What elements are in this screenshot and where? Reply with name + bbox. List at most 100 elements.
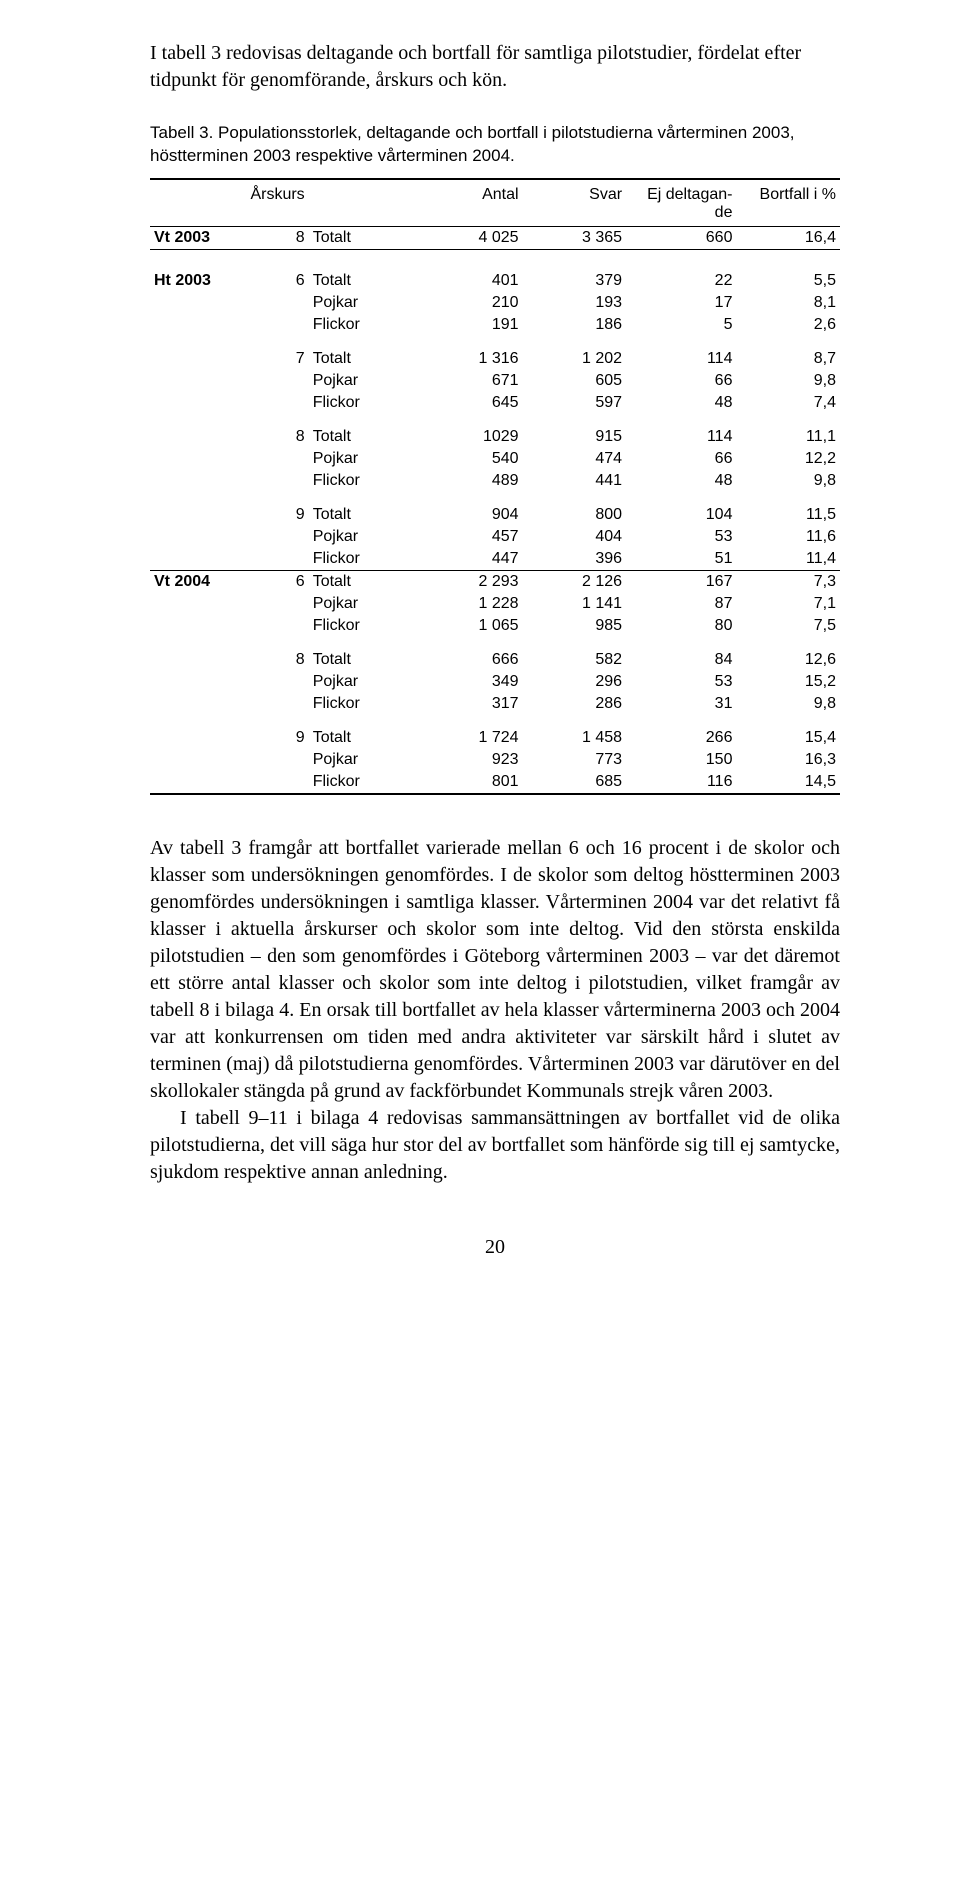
table-cell: 1 458 [523, 715, 627, 749]
table-cell [150, 292, 240, 314]
table-cell: 401 [419, 249, 523, 292]
table-head: Årskurs Antal Svar Ej deltagan- de Bortf… [150, 179, 840, 227]
table-cell: 773 [523, 749, 627, 771]
table-cell [240, 448, 309, 470]
table-cell: 474 [523, 448, 627, 470]
table-cell: Pojkar [309, 370, 419, 392]
table-cell: 396 [523, 548, 627, 571]
table-row: Pojkar210193178,1 [150, 292, 840, 314]
body-paragraph-1: Av tabell 3 framgår att bortfallet varie… [150, 835, 840, 1105]
th-blank2 [309, 179, 419, 227]
table-cell: 87 [626, 593, 736, 615]
table-cell [150, 715, 240, 749]
document-page: I tabell 3 redovisas deltagande och bort… [0, 0, 960, 1299]
table-cell: 540 [419, 448, 523, 470]
table-cell: 296 [523, 671, 627, 693]
table-cell: 1 141 [523, 593, 627, 615]
table-cell: 7,5 [736, 615, 840, 637]
table-cell: 915 [523, 414, 627, 448]
table-cell: 666 [419, 637, 523, 671]
table-cell: 9,8 [736, 370, 840, 392]
table-cell: 116 [626, 771, 736, 794]
table-cell: Vt 2003 [150, 226, 240, 249]
table-cell: 150 [626, 749, 736, 771]
table-cell [240, 693, 309, 715]
table-cell: 457 [419, 526, 523, 548]
table-cell: 12,6 [736, 637, 840, 671]
table-cell: 1 316 [419, 336, 523, 370]
table-cell: Totalt [309, 715, 419, 749]
table-cell: 14,5 [736, 771, 840, 794]
table-row: Pojkar5404746612,2 [150, 448, 840, 470]
table-cell: 191 [419, 314, 523, 336]
table-cell [240, 470, 309, 492]
table-row: Vt 20046Totalt2 2932 1261677,3 [150, 570, 840, 593]
table-cell: 48 [626, 392, 736, 414]
table-cell: 80 [626, 615, 736, 637]
table-row: Pojkar3492965315,2 [150, 671, 840, 693]
table-row: Flickor19118652,6 [150, 314, 840, 336]
table-cell: 114 [626, 336, 736, 370]
table-cell: Totalt [309, 226, 419, 249]
table-cell: 286 [523, 693, 627, 715]
table-cell: Vt 2004 [150, 570, 240, 593]
table-cell: Totalt [309, 570, 419, 593]
table-cell: Flickor [309, 693, 419, 715]
table-cell: 8 [240, 226, 309, 249]
table-cell: 317 [419, 693, 523, 715]
table-cell: 16,4 [736, 226, 840, 249]
table-cell [150, 470, 240, 492]
table-cell: Pojkar [309, 526, 419, 548]
table-cell: 7,3 [736, 570, 840, 593]
intro-paragraph: I tabell 3 redovisas deltagande och bort… [150, 40, 840, 94]
table-cell: 4 025 [419, 226, 523, 249]
table-row: 7Totalt1 3161 2021148,7 [150, 336, 840, 370]
table-cell: 6 [240, 249, 309, 292]
table-row: 9Totalt1 7241 45826615,4 [150, 715, 840, 749]
table-cell: 51 [626, 548, 736, 571]
table-cell: 379 [523, 249, 627, 292]
table-cell [150, 671, 240, 693]
table-cell: 15,4 [736, 715, 840, 749]
th-blank [150, 179, 240, 227]
table-row: Ht 20036Totalt401379225,5 [150, 249, 840, 292]
table-row: Pojkar1 2281 141877,1 [150, 593, 840, 615]
table-cell: 1 202 [523, 336, 627, 370]
table-cell [150, 749, 240, 771]
table-cell: Pojkar [309, 593, 419, 615]
table-cell: Flickor [309, 470, 419, 492]
table-cell: 2 126 [523, 570, 627, 593]
table-cell [240, 526, 309, 548]
table-cell: Pojkar [309, 448, 419, 470]
table-cell: 597 [523, 392, 627, 414]
table-cell: 114 [626, 414, 736, 448]
table-cell [150, 448, 240, 470]
th-svar: Svar [523, 179, 627, 227]
table-cell: 17 [626, 292, 736, 314]
table-cell: 985 [523, 615, 627, 637]
table-cell: Totalt [309, 249, 419, 292]
table-row: Flickor4473965111,4 [150, 548, 840, 571]
table-cell: 447 [419, 548, 523, 571]
table-cell [150, 336, 240, 370]
table-cell: 1 065 [419, 615, 523, 637]
table-cell: Totalt [309, 414, 419, 448]
table-cell: 104 [626, 492, 736, 526]
body-paragraph-2: I tabell 9–11 i bilaga 4 redovisas samma… [150, 1105, 840, 1186]
table-cell: 12,2 [736, 448, 840, 470]
table-cell: 349 [419, 671, 523, 693]
table-cell: 11,1 [736, 414, 840, 448]
table-cell: 84 [626, 637, 736, 671]
table-cell: 800 [523, 492, 627, 526]
table-cell: 1 724 [419, 715, 523, 749]
table-cell: 186 [523, 314, 627, 336]
table-cell [240, 593, 309, 615]
table-cell: Flickor [309, 314, 419, 336]
table-cell: 11,4 [736, 548, 840, 571]
table-cell: 404 [523, 526, 627, 548]
table-cell: 9,8 [736, 470, 840, 492]
table-cell: 9 [240, 715, 309, 749]
table-cell: 605 [523, 370, 627, 392]
table-cell: 48 [626, 470, 736, 492]
page-number: 20 [150, 1236, 840, 1259]
